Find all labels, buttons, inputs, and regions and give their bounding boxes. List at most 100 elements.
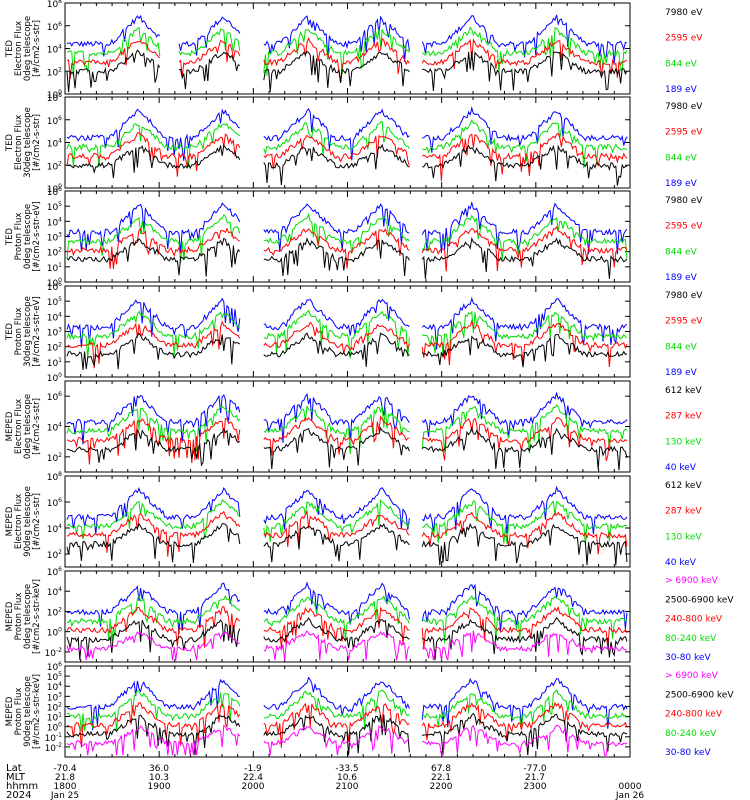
y-axis-label-line: [#/cm2-s-str] bbox=[32, 493, 42, 550]
y-tick-base: 10 bbox=[47, 23, 59, 33]
x-label-mlt: 10.6 bbox=[337, 773, 357, 783]
y-tick-label: 100 bbox=[47, 89, 62, 101]
y-tick-label: 102 bbox=[47, 452, 62, 464]
legend-entry: 189 eV bbox=[665, 273, 698, 283]
y-axis-label-line: MEPED bbox=[5, 411, 15, 441]
legend-entry: 7980 eV bbox=[665, 196, 703, 206]
y-tick-exponent: 2 bbox=[58, 160, 62, 167]
legend-entry: 130 keV bbox=[665, 532, 702, 542]
legend-entry: 7980 eV bbox=[665, 102, 703, 112]
x-label-lat: -70.4 bbox=[53, 764, 77, 774]
y-tick-base: 10 bbox=[47, 551, 59, 561]
y-tick-label: 102 bbox=[47, 247, 62, 259]
y-tick-base: 10 bbox=[47, 140, 59, 150]
series-trace-612-kev bbox=[66, 522, 628, 566]
y-axis-label-line: [#/cm2-s-str-keV] bbox=[32, 674, 42, 749]
y-tick-label: 106 bbox=[47, 566, 62, 578]
legend-entry: 844 eV bbox=[665, 247, 698, 257]
y-tick-exponent: 2 bbox=[58, 66, 62, 73]
legend-entry: 189 eV bbox=[665, 368, 698, 378]
legend-entry: 30-80 keV bbox=[665, 748, 711, 758]
x-label-date: Jan 26 bbox=[615, 791, 644, 800]
y-tick-base: 10 bbox=[47, 724, 59, 734]
y-tick-base: 10 bbox=[47, 568, 59, 578]
y-tick-exponent: 2 bbox=[58, 342, 62, 349]
y-tick-base: 10 bbox=[47, 313, 59, 323]
series-trace-844-ev bbox=[66, 309, 628, 359]
x-label-mlt: 22.4 bbox=[243, 773, 263, 783]
y-tick-label: 106 bbox=[47, 21, 62, 33]
y-axis-label-line: TED bbox=[5, 322, 15, 341]
x-label-hhmm: 2100 bbox=[336, 782, 359, 792]
series-trace-844-ev bbox=[66, 118, 628, 169]
y-tick-label: 105 bbox=[47, 201, 62, 213]
y-tick-label: 108 bbox=[47, 92, 62, 104]
series-trace-7980-ev bbox=[66, 236, 628, 279]
y-tick-base: 10 bbox=[47, 499, 59, 509]
legend-entry: 189 eV bbox=[665, 85, 698, 95]
legend-entry: 612 keV bbox=[665, 481, 702, 491]
y-tick-label: 100 bbox=[47, 372, 62, 384]
y-tick-base: 10 bbox=[47, 0, 59, 10]
series-trace-2500-6900-kev bbox=[66, 712, 628, 756]
series-trace-40-kev bbox=[66, 485, 628, 535]
y-tick-exponent: 8 bbox=[58, 92, 62, 99]
y-axis-label-line: [#/cm2-s-str] bbox=[32, 20, 42, 77]
y-tick-label: 102 bbox=[47, 66, 62, 78]
x-label-mlt: 22.1 bbox=[431, 773, 451, 783]
y-axis-label-line: MEPED bbox=[5, 696, 15, 726]
series-trace-130-kev bbox=[66, 404, 628, 455]
y-axis-label-line: Proton Flux bbox=[14, 213, 24, 261]
legend-entry: 240-800 keV bbox=[665, 710, 723, 720]
y-tick-exponent: 0 bbox=[58, 183, 62, 190]
y-tick-base: 10 bbox=[47, 673, 59, 683]
y-tick-exponent: 4 bbox=[58, 586, 62, 593]
x-label-date: Jan 25 bbox=[50, 791, 79, 800]
x-label-hhmm: 2000 bbox=[242, 782, 265, 792]
y-tick-exponent: 3 bbox=[58, 691, 62, 698]
y-tick-exponent: 0 bbox=[58, 627, 62, 634]
y-axis-label-line: Proton Flux bbox=[14, 593, 24, 641]
y-axis-label-line: 0deg telescope bbox=[23, 204, 33, 269]
legend-entry: 80-240 keV bbox=[665, 729, 717, 739]
y-tick-base: 10 bbox=[47, 329, 59, 339]
y-tick-base: 10 bbox=[47, 94, 59, 104]
y-axis-label-line: [#/cm2-s-str-keV] bbox=[32, 579, 42, 654]
y-tick-label: 102 bbox=[47, 549, 62, 561]
series-trace-30-80-kev bbox=[66, 676, 628, 731]
series-trace-2595-ev bbox=[66, 36, 628, 83]
y-tick-exponent: 4 bbox=[58, 44, 62, 51]
y-tick-base: 10 bbox=[47, 298, 59, 308]
y-tick-base: 10 bbox=[47, 188, 59, 198]
series-trace-80-240-kev bbox=[66, 594, 628, 644]
y-tick-base: 10 bbox=[47, 91, 59, 101]
legend-entry: 2500-6900 keV bbox=[665, 690, 734, 700]
series-trace-240-800-kev bbox=[66, 701, 628, 748]
series-trace-2595-ev bbox=[66, 319, 628, 369]
y-tick-label: 100 bbox=[47, 722, 62, 734]
x-label-lat: 36.0 bbox=[149, 764, 169, 774]
y-tick-exponent: 4 bbox=[58, 422, 62, 429]
y-tick-exponent: 2 bbox=[58, 549, 62, 556]
legend-entry: 80-240 keV bbox=[665, 634, 717, 644]
x-label-hhmm: 2300 bbox=[524, 782, 547, 792]
legend-entry: 30-80 keV bbox=[665, 653, 711, 663]
series-trace-287-kev bbox=[66, 509, 628, 557]
series-trace-189-ev bbox=[66, 296, 628, 350]
y-tick-exponent: 0 bbox=[58, 722, 62, 729]
x-label-lat: 67.8 bbox=[431, 764, 451, 774]
y-tick-label: 103 bbox=[47, 327, 62, 339]
y-axis-label-line: 90deg telescope bbox=[23, 486, 33, 557]
row-label-lat: Lat bbox=[6, 763, 22, 774]
series-trace-130-kev bbox=[66, 498, 628, 546]
y-tick-exponent: 8 bbox=[58, 0, 62, 5]
x-label-mlt: 21.8 bbox=[55, 773, 75, 783]
y-tick-base: 10 bbox=[47, 185, 59, 195]
y-axis-label-line: 90deg telescope bbox=[23, 676, 33, 747]
legend-entry: 40 keV bbox=[665, 558, 697, 568]
y-tick-base: 10 bbox=[47, 424, 59, 434]
